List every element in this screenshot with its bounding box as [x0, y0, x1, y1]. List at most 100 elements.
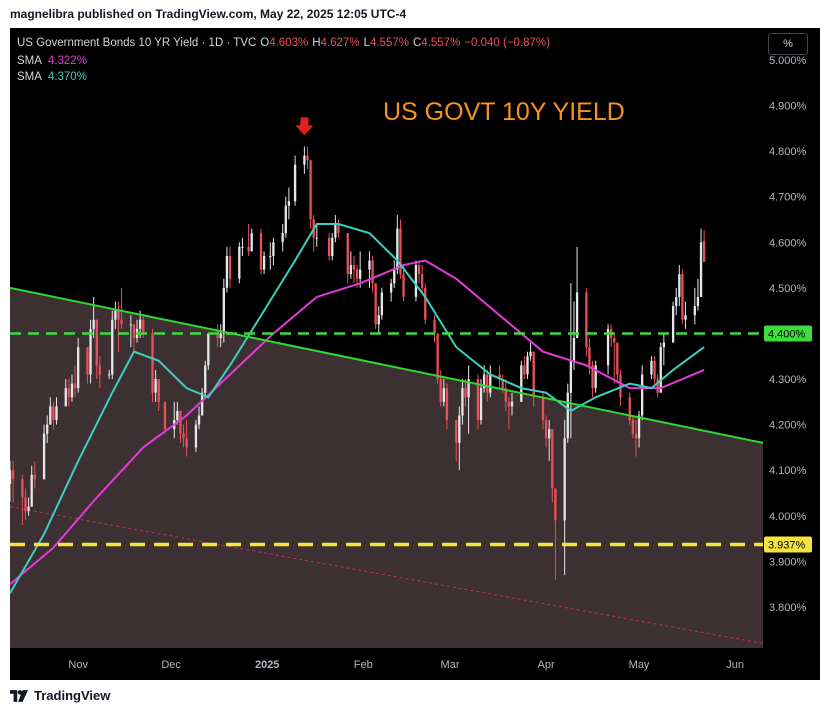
- candle-body: [120, 319, 123, 325]
- candle-body: [399, 228, 402, 275]
- legend-sma-fast: SMA 4.370%: [17, 71, 87, 83]
- candle: [526, 351, 529, 380]
- candle-body: [501, 379, 504, 389]
- candle: [154, 369, 157, 402]
- sma-slow-value: 4.322%: [48, 55, 87, 67]
- candle-body: [417, 265, 421, 275]
- candle: [681, 269, 684, 325]
- candle-body: [117, 310, 120, 320]
- candle: [225, 246, 229, 293]
- candle: [591, 360, 594, 398]
- candle-body: [467, 379, 470, 398]
- publish-header: magnelibra published on TradingView.com,…: [0, 0, 830, 28]
- candle: [129, 315, 133, 348]
- percent-scale-button[interactable]: %: [768, 33, 808, 55]
- legend-close-label: C: [413, 37, 421, 49]
- candle: [55, 397, 58, 425]
- candle-body: [207, 333, 210, 366]
- sma-fast-value: 4.370%: [48, 71, 87, 83]
- candle-body: [420, 274, 424, 288]
- candle-body: [216, 333, 219, 338]
- candle-body: [634, 433, 638, 439]
- candle: [64, 379, 67, 407]
- candle-body: [111, 319, 114, 375]
- candle: [107, 369, 111, 380]
- candle-body: [262, 255, 266, 270]
- candle: [634, 420, 638, 457]
- candle-body: [433, 319, 436, 334]
- candle: [529, 342, 532, 361]
- candle-body: [482, 374, 486, 389]
- candle: [241, 237, 244, 256]
- candle: [33, 461, 36, 489]
- candle: [684, 301, 687, 329]
- candle-body: [656, 379, 659, 393]
- candle-body: [439, 379, 442, 402]
- candle-body: [489, 374, 492, 393]
- candle: [585, 287, 588, 357]
- level-price-label-text: 4.400%: [768, 328, 806, 340]
- chart-panel[interactable]: 5.000% 4.900% 4.800% 4.700% 4.600% 4.500% 4.40…: [8, 28, 820, 680]
- candle-body: [523, 365, 526, 375]
- candle-body: [89, 328, 92, 375]
- candle-body: [520, 365, 523, 402]
- candle-body: [396, 228, 399, 270]
- candle: [176, 401, 179, 425]
- candle-body: [445, 388, 449, 421]
- candle: [532, 351, 535, 407]
- candle-body: [179, 410, 182, 434]
- candle-body: [163, 401, 167, 430]
- candle-body: [368, 260, 371, 270]
- candle-body: [225, 255, 229, 288]
- candle: [259, 228, 263, 275]
- candle: [393, 260, 396, 288]
- candle: [21, 474, 24, 525]
- candle-body: [95, 319, 98, 366]
- candle: [377, 306, 380, 334]
- candle-body: [21, 479, 24, 498]
- candle-body: [228, 255, 232, 279]
- y-axis-tick: 4.800%: [769, 146, 807, 158]
- candle-body: [27, 506, 30, 512]
- legend-low-label: L: [364, 37, 371, 49]
- candle-body: [684, 315, 687, 320]
- candle: [678, 265, 681, 307]
- level-price-label-bg: [764, 325, 812, 342]
- candle-body: [309, 160, 312, 220]
- candle-body: [678, 274, 681, 297]
- candle: [445, 383, 449, 430]
- candle: [467, 365, 470, 434]
- footer-bar: TradingView: [0, 680, 830, 714]
- x-axis-tick: Feb: [354, 659, 373, 671]
- candle-body: [293, 164, 297, 202]
- peak-arrow-marker: [295, 117, 314, 136]
- candle: [504, 379, 507, 411]
- candle-body: [588, 347, 591, 366]
- candle: [157, 379, 160, 411]
- candle-body: [640, 374, 644, 416]
- candle: [417, 260, 421, 284]
- candle: [346, 233, 349, 284]
- sma-fast-line: [9, 223, 705, 594]
- candle-body: [194, 424, 198, 448]
- candle-body: [414, 265, 418, 297]
- candle-body: [303, 155, 306, 165]
- candle-body: [114, 310, 117, 320]
- tradingview-logo[interactable]: TradingView: [10, 688, 110, 703]
- candle: [541, 392, 545, 430]
- candle: [284, 196, 287, 238]
- legend-low-value: 4.557%: [370, 37, 409, 49]
- candle-body: [8, 470, 12, 484]
- candle-body: [247, 246, 250, 252]
- candle: [374, 283, 377, 329]
- candle: [358, 251, 362, 288]
- candle-body: [591, 365, 594, 389]
- candle: [163, 401, 167, 434]
- price-chart[interactable]: 5.000% 4.900% 4.800% 4.700% 4.600% 4.500% 4.40…: [8, 28, 820, 680]
- candle-body: [306, 155, 309, 161]
- candle: [402, 265, 405, 302]
- candle-body: [204, 365, 207, 393]
- candle-body: [510, 401, 514, 407]
- candle: [42, 424, 46, 480]
- sma-fast-label: SMA: [17, 71, 42, 83]
